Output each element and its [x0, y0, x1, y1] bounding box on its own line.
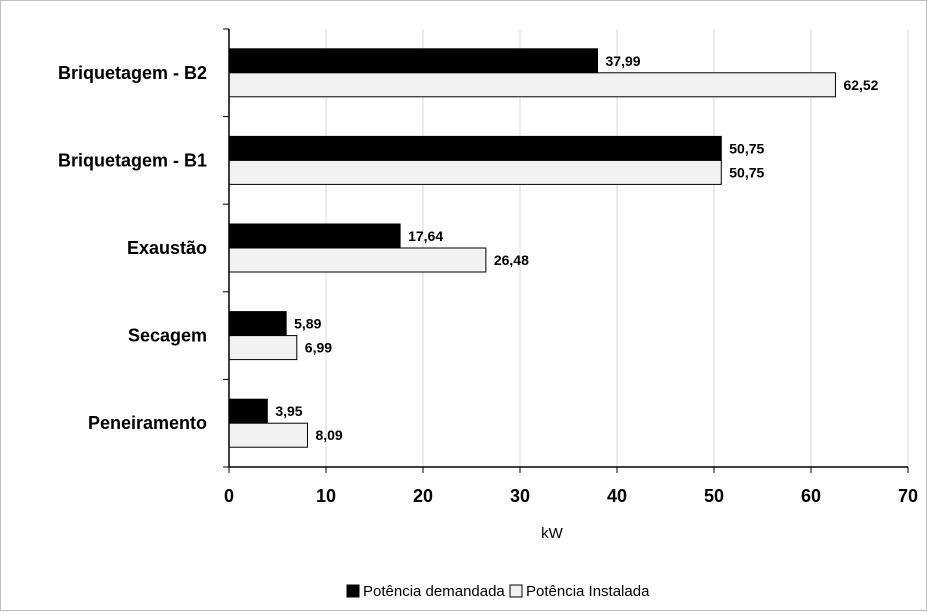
bar-demandada: [228, 135, 722, 161]
legend-swatch-instalada: [509, 584, 523, 598]
data-label: 3,95: [275, 403, 302, 419]
axes: [223, 28, 909, 473]
data-label: 8,09: [315, 427, 342, 443]
data-label: 26,48: [494, 252, 529, 268]
bar-demandada: [228, 223, 401, 249]
x-tick-label: 30: [510, 486, 530, 506]
x-tick-label: 70: [898, 486, 918, 506]
bar-instalada: [228, 247, 487, 273]
data-label: 62,52: [843, 77, 878, 93]
x-tick-label: 20: [413, 486, 433, 506]
bar-instalada: [228, 335, 298, 361]
data-label: 50,75: [729, 164, 764, 180]
x-axis-title: kW: [541, 525, 564, 542]
category-label: Secagem: [128, 326, 207, 346]
bars: [228, 48, 836, 448]
data-label: 6,99: [305, 340, 332, 356]
bar-instalada: [228, 159, 722, 185]
legend-label-instalada: Potência Instalada: [526, 583, 650, 600]
category-label: Peneiramento: [88, 413, 207, 433]
gridlines: [325, 29, 909, 467]
bar-instalada: [228, 422, 308, 448]
data-label: 5,89: [294, 316, 321, 332]
category-label: Briquetagem - B2: [58, 63, 207, 83]
data-label: 37,99: [606, 53, 641, 69]
x-tick-label: 40: [607, 486, 627, 506]
bar-demandada: [228, 311, 287, 337]
legend: Potência demandada Potência Instalada: [346, 583, 650, 600]
bar-instalada: [228, 72, 836, 98]
bar-demandada: [228, 48, 599, 74]
x-tick-label: 0: [224, 486, 234, 506]
data-label: 50,75: [729, 140, 764, 156]
data-label: 17,64: [408, 228, 443, 244]
bar-demandada: [228, 398, 268, 424]
labels: 0 10 20 30 40 50 60 70 Peneiramento 3,95 8,09 Secag…: [58, 53, 918, 506]
category-label: Exaustão: [127, 238, 207, 258]
legend-label-demandada: Potência demandada: [363, 583, 505, 600]
x-tick-label: 60: [801, 486, 821, 506]
x-tick-label: 10: [316, 486, 336, 506]
legend-swatch-demandada: [346, 584, 360, 598]
x-tick-label: 50: [704, 486, 724, 506]
category-label: Briquetagem - B1: [58, 150, 207, 170]
